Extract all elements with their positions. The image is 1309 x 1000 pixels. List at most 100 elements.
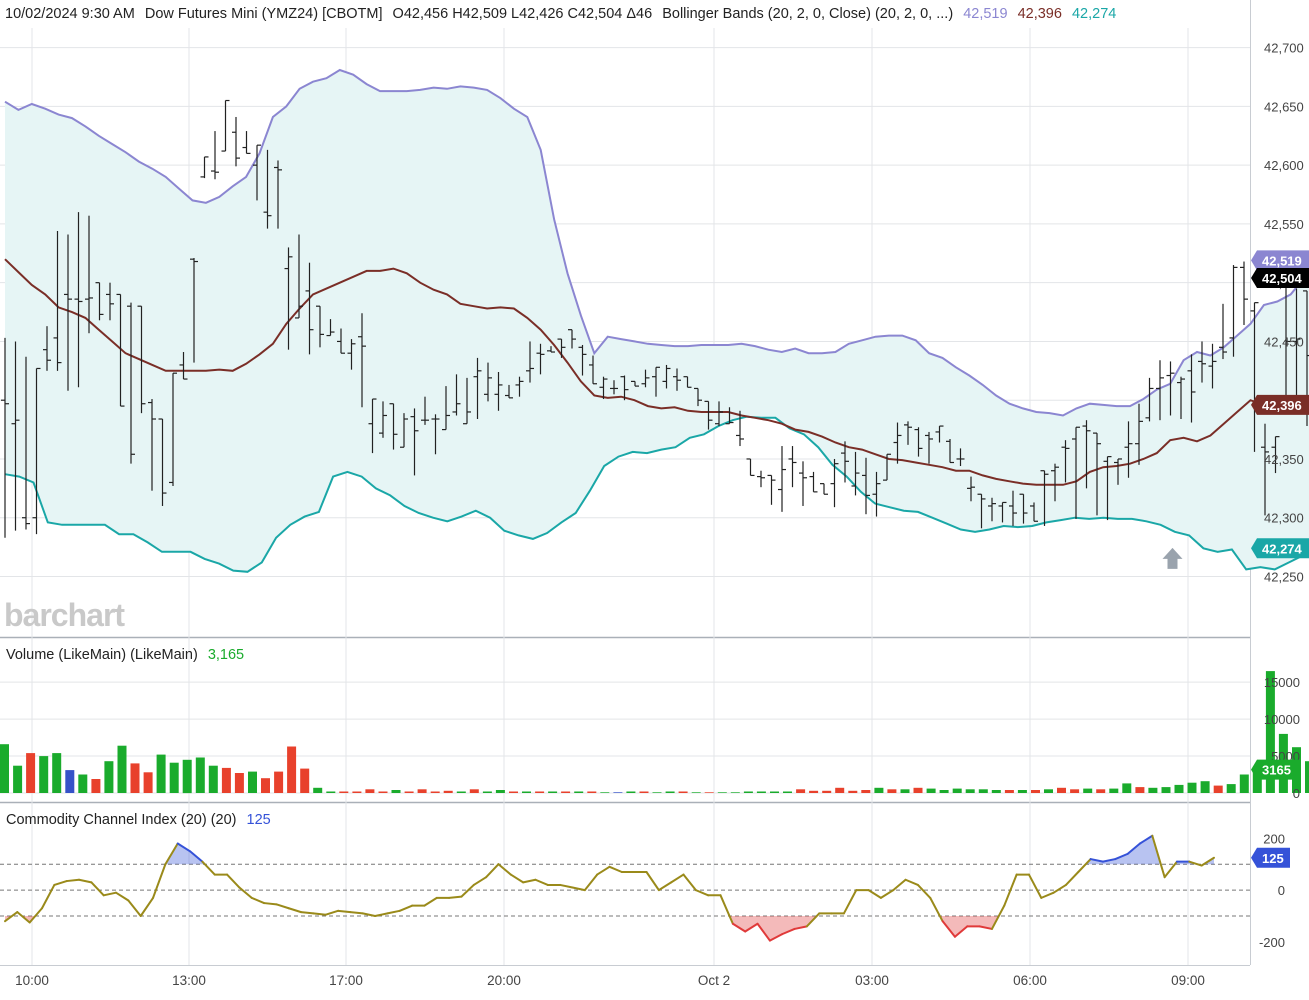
volume-bar [495, 790, 505, 793]
volume-bar [913, 787, 923, 793]
volume-bar [130, 763, 140, 793]
volume-title-text: Volume (LikeMain) (LikeMain) [6, 647, 198, 663]
volume-bar [770, 791, 779, 793]
cci-tick-label: 200 [1263, 831, 1285, 846]
cci-line-segment [16, 911, 31, 924]
cci-line-segment [176, 842, 192, 853]
cci-line-segment [731, 922, 747, 933]
volume-bar [78, 774, 88, 793]
ohlc-bar [431, 414, 440, 455]
ohlc-bar [820, 483, 828, 495]
ohlc-bar [557, 338, 566, 358]
volume-tick-label: 10000 [1264, 712, 1300, 727]
ohlc-bar [1009, 490, 1017, 526]
ohlc-bar [704, 400, 713, 430]
volume-bar [926, 788, 936, 793]
cci-line-segment [805, 912, 821, 928]
ohlc-bar [463, 377, 471, 425]
cci-line-segment [916, 883, 932, 899]
volume-bar [391, 790, 401, 793]
lower-band-line [4, 415, 1309, 573]
cci-line-segment [1126, 842, 1141, 855]
ohlc-bar [1135, 403, 1143, 465]
ohlc-bar [242, 131, 251, 155]
volume-bar [704, 792, 714, 793]
ohlc-bar [494, 372, 503, 411]
ohlc-bar [295, 234, 303, 319]
ohlc-bar [799, 461, 807, 506]
volume-bar [26, 753, 36, 793]
cci-line-segment [497, 863, 512, 876]
volume-bar [600, 792, 610, 793]
ohlc-bar [998, 501, 1007, 523]
cci-line-segment [522, 878, 537, 884]
ohlc-bar [190, 258, 198, 363]
cci-line-segment [53, 880, 68, 886]
ohlc-bar [106, 282, 114, 321]
ohlc-bar [589, 355, 597, 385]
cci-line-segment [263, 902, 278, 906]
volume-panel-title: Volume (LikeMain) (LikeMain) 3,165 [6, 647, 244, 663]
volume-bar [887, 789, 897, 793]
ohlc-bar [484, 362, 492, 402]
volume-bar [456, 791, 466, 793]
price-panel [1, 68, 1309, 573]
cci-line-segment [657, 881, 673, 892]
header-datetime: 10/02/2024 9:30 AM [5, 6, 135, 22]
volume-bar [939, 790, 949, 793]
cci-line-segment [28, 907, 44, 924]
cci-line-segment [596, 865, 611, 876]
ohlc-bar [53, 230, 62, 371]
cci-line-segment [238, 886, 253, 899]
volume-bar [1017, 790, 1027, 793]
volume-tick-label: 15000 [1264, 675, 1300, 690]
volume-bar [678, 791, 688, 793]
volume-bar [796, 789, 806, 793]
ohlc-bar [872, 471, 881, 517]
cci-line-segment [1138, 834, 1154, 845]
x-tick-label: 13:00 [172, 973, 206, 988]
price-tick-label: 42,650 [1264, 99, 1304, 114]
volume-bar [404, 791, 414, 793]
ohlc-bar [274, 160, 282, 229]
volume-bar [378, 791, 388, 793]
volume-bar [548, 791, 558, 793]
cci-line-segment [1064, 871, 1080, 886]
cci-line-segment [460, 883, 475, 898]
header-ohlc: O42,456 H42,509 L42,426 C42,504 Δ46 [393, 6, 653, 22]
cci-line-segment [90, 881, 105, 897]
cci-line-segment [201, 860, 216, 876]
ohlc-bar [715, 401, 723, 427]
volume-bar [221, 767, 231, 793]
volume-bar [1031, 790, 1040, 793]
cci-line-segment [744, 922, 759, 933]
ohlc-bar [746, 458, 755, 477]
cci-panel [0, 834, 1250, 942]
header-upper-value: 42,519 [963, 6, 1007, 22]
volume-bar [1161, 787, 1171, 793]
ohlc-bar [505, 384, 513, 399]
middle-band-tag-text: 42,396 [1262, 398, 1302, 413]
price-tick-label: 42,300 [1264, 511, 1304, 526]
ohlc-bar [305, 262, 314, 355]
cci-line-segment [102, 891, 118, 897]
ohlc-bar [200, 156, 209, 179]
cci-panel-title: Commodity Channel Index (20) (20) 125 [6, 812, 271, 828]
cci-line-segment [781, 927, 796, 936]
x-tick-label: 17:00 [329, 973, 363, 988]
x-tick-label: 06:00 [1013, 973, 1047, 988]
ohlc-bar [169, 372, 177, 486]
ohlc-bar [137, 305, 146, 414]
volume-bar [1096, 789, 1106, 793]
cci-line-segment [1188, 860, 1203, 867]
ohlc-bar [599, 376, 608, 400]
cci-line-segment [1077, 858, 1092, 873]
cci-line-segment [152, 863, 167, 899]
volume-bar [248, 771, 257, 793]
cci-line-segment [1089, 858, 1104, 863]
volume-bar [965, 789, 975, 793]
cci-line-segment [583, 873, 599, 892]
cci-last-tag-text: 125 [1262, 851, 1284, 866]
volume-bar [835, 787, 845, 793]
